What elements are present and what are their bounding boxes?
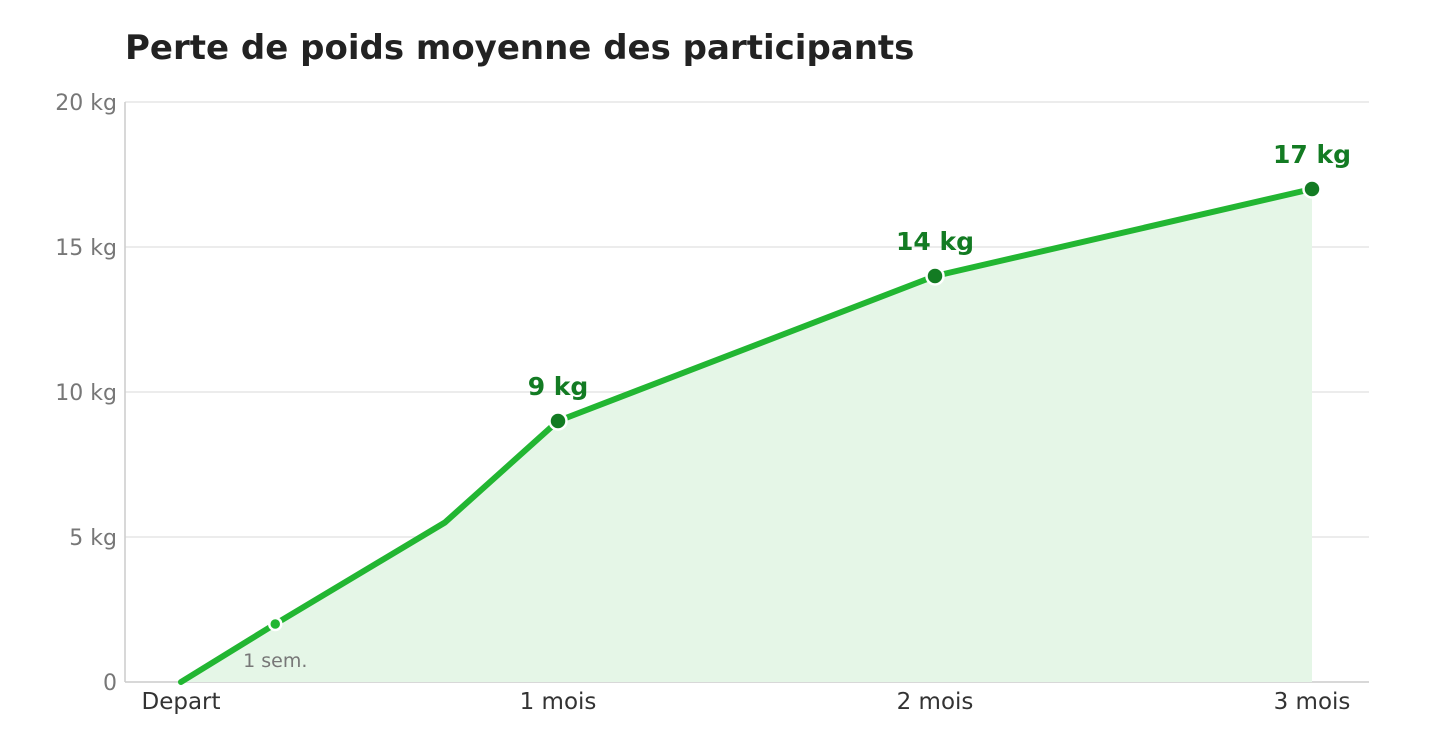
- y-tick-label: 20 kg: [55, 91, 117, 116]
- data-label: 17 kg: [1273, 140, 1351, 169]
- chart-title: Perte de poids moyenne des participants: [125, 28, 915, 68]
- y-tick-label: 0: [103, 671, 117, 696]
- annotation-label: 1 sem.: [243, 650, 307, 672]
- x-tick-label: 3 mois: [1274, 689, 1351, 715]
- x-tick-label: 1 mois: [520, 689, 597, 715]
- data-point: [548, 411, 568, 431]
- y-tick-label: 15 kg: [55, 236, 117, 261]
- data-label: 14 kg: [896, 227, 974, 256]
- x-tick-label: 2 mois: [897, 689, 974, 715]
- y-tick-label: 5 kg: [69, 526, 117, 551]
- area-fill: [181, 189, 1312, 682]
- x-tick-label: Depart: [141, 689, 220, 715]
- data-point: [925, 266, 945, 286]
- series-line: [178, 186, 1315, 685]
- data-point: [268, 616, 283, 632]
- data-label: 9 kg: [528, 372, 589, 401]
- data-point: [1302, 179, 1322, 199]
- y-tick-label: 10 kg: [55, 381, 117, 406]
